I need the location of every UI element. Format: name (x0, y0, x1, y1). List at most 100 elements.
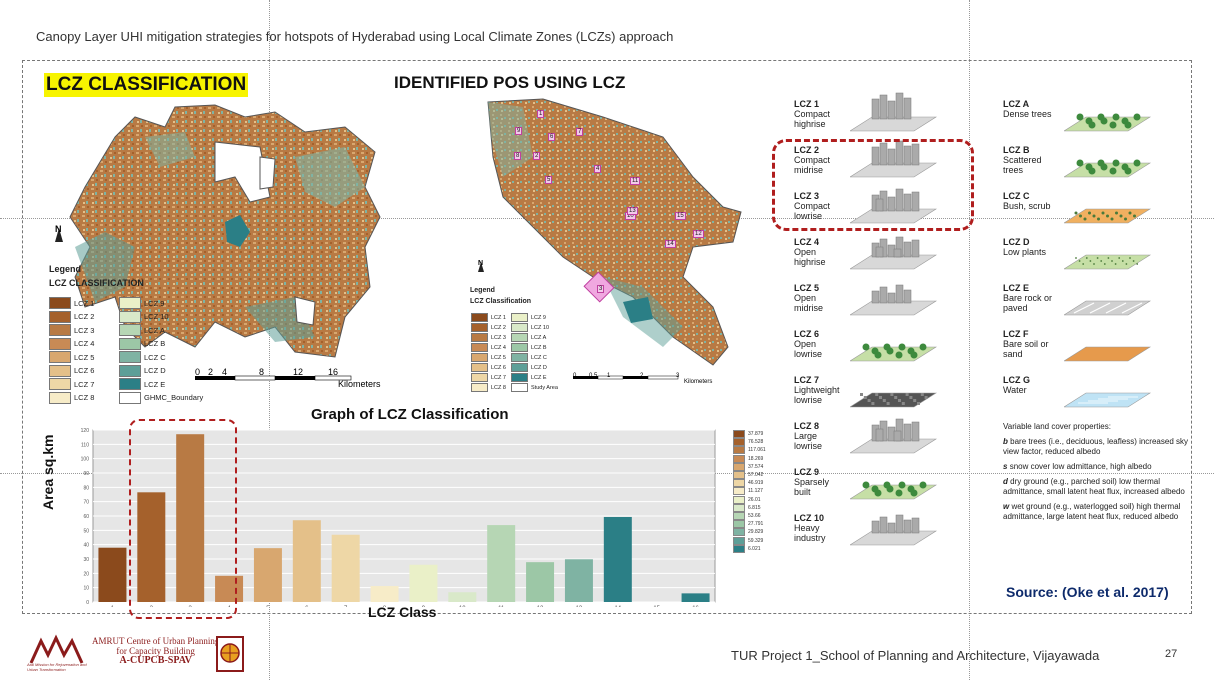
icon-tree (898, 481, 906, 489)
legend-value: 46.919 (748, 480, 764, 487)
chart-legend-item: 59.329 (733, 536, 766, 545)
lcz-type-desc: Lightweight lowrise (794, 385, 840, 405)
x-axis-label: LCZ Class (368, 604, 437, 620)
y-tick-label: 120 (81, 428, 90, 434)
icon-building (903, 289, 912, 304)
lcz-type-name: LCZ F (1003, 329, 1029, 339)
icon-shack (913, 399, 917, 402)
lcz-type-desc: Sparsely built (794, 477, 830, 497)
icon-tree (919, 343, 927, 351)
icon-shack (909, 396, 913, 399)
x-tick-label: 7 (344, 606, 348, 607)
legend-item: LCZ 6 (471, 363, 506, 372)
legend-item: LCZ 10 (511, 323, 549, 332)
legend-swatch (471, 343, 488, 352)
icon-building (911, 143, 920, 166)
chart-legend-item: 46.919 (733, 479, 766, 488)
identified-pos-map (487, 98, 742, 366)
legend-value: 6.021 (748, 545, 761, 552)
y-tick-label: 0 (86, 600, 89, 606)
icon-tree (1109, 167, 1117, 175)
legend-swatch (733, 479, 745, 488)
legend-swatch (511, 333, 528, 342)
lcz-type-name: LCZ 3 (794, 191, 820, 201)
pos-marker: 9 (515, 127, 523, 135)
icon-tree (1112, 113, 1120, 121)
scale-tick: 0 (573, 373, 577, 379)
lcz-type-name: LCZ 1 (794, 99, 820, 109)
x-tick-label: 9 (422, 606, 426, 607)
lcz-type: LCZ F Bare soil or sand (1003, 329, 1059, 359)
pos-marker: 4 (594, 165, 602, 173)
lcz-classification-title: LCZ CLASSIFICATION (44, 73, 249, 97)
scale-tick: 2 (208, 367, 214, 377)
icon-shrub (1124, 217, 1127, 221)
legend-swatch (119, 391, 141, 404)
lcz-type: LCZ 7 Lightweight lowrise (794, 375, 846, 405)
legend-label: LCZ 3 (74, 325, 95, 335)
chart-legend-item: 53.66 (733, 511, 766, 520)
bar (331, 534, 360, 602)
slide-title: Canopy Layer UHI mitigation strategies f… (36, 29, 674, 44)
icon-ground (850, 530, 938, 546)
icon-building (887, 100, 896, 120)
lcz-type-icon (1064, 159, 1152, 178)
icon-shrub (1115, 211, 1118, 215)
chart-legend-item: 57.042 (733, 471, 766, 480)
icon-plant (1125, 263, 1128, 265)
icon-building (887, 292, 896, 304)
legend-label: LCZ 4 (74, 339, 95, 348)
legend-swatch (511, 353, 528, 362)
lcz-type-desc: Bush, scrub (1003, 201, 1051, 211)
legend-item: LCZ 7 (49, 378, 94, 390)
legend-item: LCZ C (119, 351, 166, 363)
legend-item: LCZ D (119, 364, 166, 377)
north-label: N (478, 260, 484, 267)
legend-item: LCZ 10 (119, 310, 169, 323)
icon-road (1073, 302, 1095, 314)
chart-legend-item: 76.528 (733, 438, 766, 447)
legend-label: LCZ 8 (74, 393, 95, 402)
legend-label: LCZ 3 (491, 334, 506, 341)
lcz-type-desc: Heavy industry (794, 523, 826, 543)
icon-building (875, 198, 884, 212)
scale-unit: Kilometers (684, 379, 713, 385)
legend-label: LCZ 2 (74, 312, 95, 321)
legend-item: LCZ B (511, 343, 547, 352)
bar (526, 562, 555, 602)
icon-building (895, 188, 904, 212)
legend-item: LCZ 2 (471, 323, 506, 332)
icon-tree (1133, 159, 1141, 167)
icon-ground (850, 254, 938, 270)
y-tick-label: 80 (83, 485, 89, 491)
legend-swatch (49, 337, 71, 350)
icon-building (911, 239, 920, 258)
icon-tree (898, 343, 906, 351)
legend-swatch (733, 430, 745, 439)
legend-swatch (49, 324, 71, 336)
scale-tick: 0.5 (589, 373, 598, 379)
scale-tick: 3 (676, 373, 680, 379)
icon-shrub (1074, 211, 1078, 215)
lcz-type-name: LCZ 2 (794, 145, 820, 155)
legend-swatch (49, 391, 71, 404)
lcz-type-desc: Open lowrise (794, 339, 823, 359)
amrut-logo (29, 634, 84, 674)
legend-item: LCZ 1 (49, 297, 94, 309)
legend-swatch (119, 297, 141, 309)
lcz-type-name: LCZ A (1003, 99, 1030, 109)
bar (681, 593, 710, 602)
spav-logo (216, 636, 244, 672)
bar (564, 559, 593, 602)
icon-tree (1088, 167, 1096, 175)
legend-swatch (49, 351, 71, 363)
legend-item: LCZ 6 (49, 364, 94, 377)
legend-item: LCZ 5 (49, 351, 94, 363)
icon-building (903, 97, 912, 120)
lcz-type-name: LCZ 8 (794, 421, 820, 431)
pos-marker: 15 (675, 212, 686, 220)
lcz-type-icon (1064, 208, 1152, 224)
scale-bar (573, 375, 679, 380)
legend-item: GHMC_Boundary (119, 391, 203, 404)
legend-item: LCZ A (511, 333, 546, 342)
